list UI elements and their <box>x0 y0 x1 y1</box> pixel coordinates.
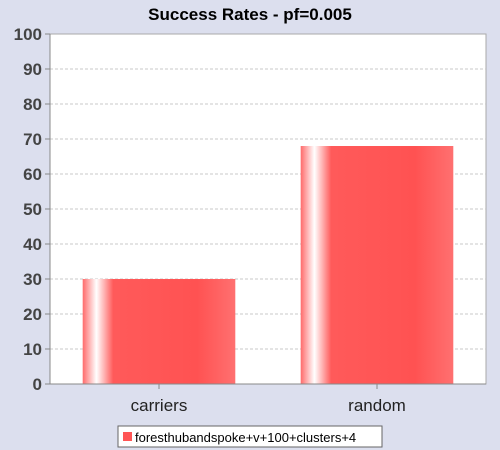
y-tick-label: 30 <box>23 270 42 289</box>
legend-box <box>117 425 383 448</box>
y-tick-label: 0 <box>33 375 42 394</box>
legend-label: foresthubandspoke+v+100+clusters+4 <box>135 430 356 445</box>
y-tick-label: 60 <box>23 165 42 184</box>
y-tick-label: 90 <box>23 60 42 79</box>
y-tick-label: 40 <box>23 235 42 254</box>
bar-random <box>300 146 454 384</box>
y-tick-label: 70 <box>23 130 42 149</box>
y-tick-label: 100 <box>14 25 42 44</box>
y-tick-label: 10 <box>23 340 42 359</box>
bars <box>82 146 454 384</box>
x-axis: carriers random <box>50 383 486 415</box>
y-tick-label: 50 <box>23 200 42 219</box>
chart-title: Success Rates - pf=0.005 <box>148 5 352 24</box>
legend: foresthubandspoke+v+100+clusters+4 <box>117 425 383 448</box>
legend-swatch <box>123 432 132 441</box>
y-tick-label: 20 <box>23 305 42 324</box>
y-tick-label: 80 <box>23 95 42 114</box>
y-axis: 0 10 20 30 40 50 60 70 80 90 100 <box>14 25 51 394</box>
x-tick-label: random <box>348 396 406 415</box>
bar-carriers <box>82 279 236 384</box>
x-tick-label: carriers <box>131 396 188 415</box>
